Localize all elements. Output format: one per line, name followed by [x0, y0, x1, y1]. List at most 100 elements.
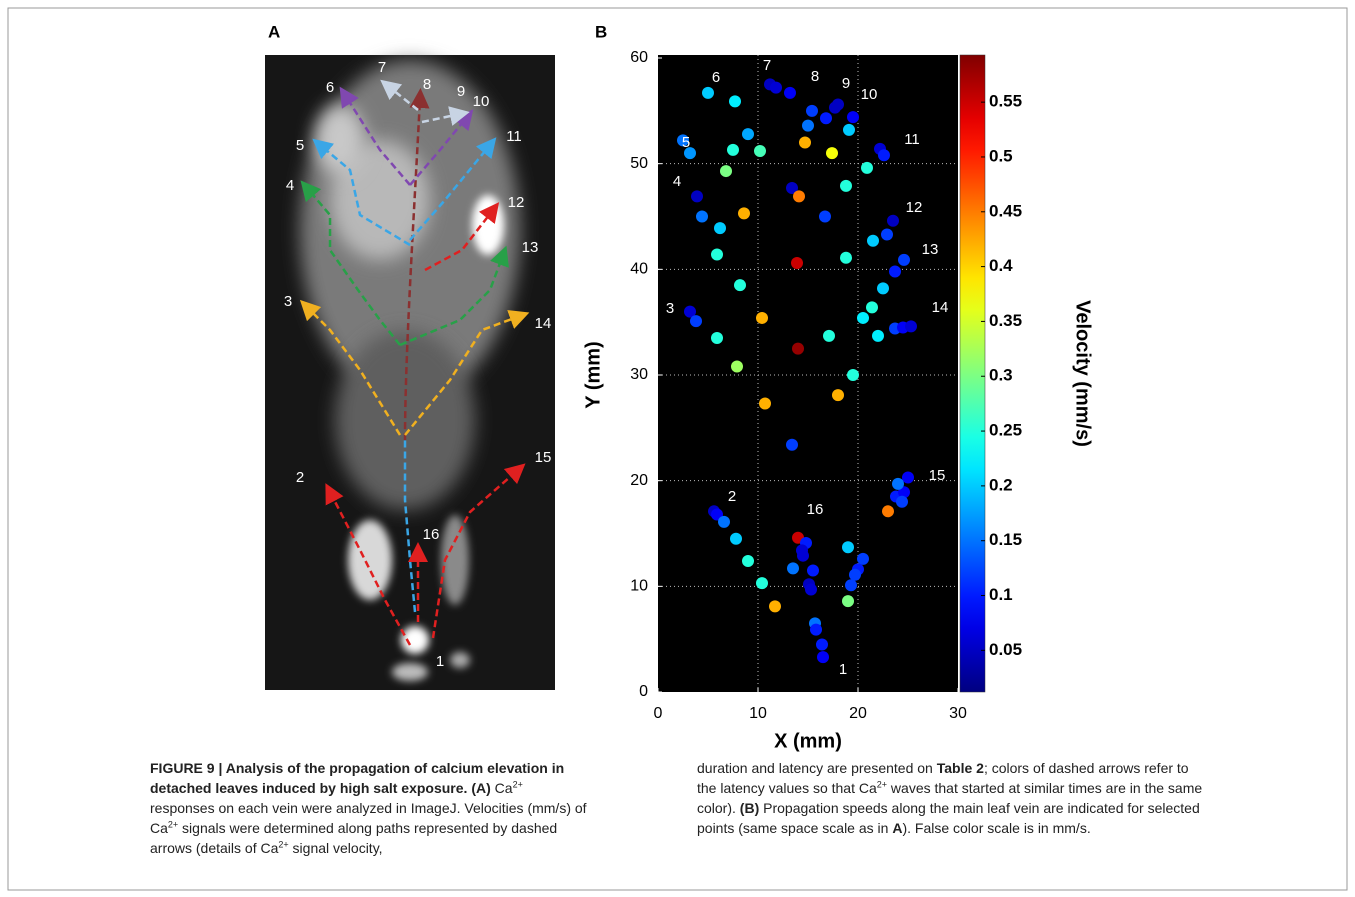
data-point	[729, 95, 741, 108]
caption-text: ; colors of dashed arrows refer to the l…	[697, 760, 1189, 796]
data-point	[905, 320, 917, 333]
data-point	[720, 165, 732, 178]
data-point	[820, 112, 832, 125]
colorbar-tick-label: 0.55	[989, 92, 1022, 111]
point-label: 12	[906, 199, 923, 216]
vein-label: 9	[457, 83, 465, 100]
data-point	[727, 143, 739, 156]
colorbar-tick-label: 0.2	[989, 475, 1013, 494]
data-point	[711, 248, 723, 261]
data-point	[878, 149, 890, 162]
caption-text: duration and latency are presented on	[697, 760, 937, 776]
vein-label: 12	[508, 194, 525, 211]
data-point	[787, 562, 799, 575]
vein-label: 10	[473, 93, 490, 110]
point-label: 11	[904, 131, 920, 148]
data-point	[832, 98, 844, 111]
x-tick-label: 10	[749, 705, 767, 722]
y-tick-label: 20	[630, 472, 648, 489]
caption-right: duration and latency are presented on Ta…	[697, 758, 1209, 838]
caption-text: 2+	[278, 839, 289, 850]
data-point	[711, 332, 723, 345]
vein-label: 11	[506, 128, 522, 145]
colorbar-tick-label: 0.05	[989, 640, 1022, 659]
point-label: 16	[807, 501, 824, 518]
data-point	[816, 638, 828, 651]
data-point	[810, 623, 822, 636]
caption-text: 2+	[876, 779, 888, 790]
data-point	[792, 342, 804, 355]
vein-label: 13	[522, 239, 539, 256]
vein-label: 15	[535, 449, 552, 466]
data-point	[847, 369, 859, 381]
caption-text: Ca	[260, 840, 279, 856]
data-point	[823, 329, 835, 342]
data-point	[805, 583, 817, 596]
data-point	[756, 311, 768, 324]
point-label: 2	[728, 488, 736, 505]
data-point	[896, 495, 908, 508]
colorbar-tick-label: 0.15	[989, 530, 1022, 549]
data-point	[799, 136, 811, 149]
y-axis-label: Y (mm)	[582, 341, 604, 408]
data-point	[898, 486, 910, 499]
y-tick-label: 60	[630, 49, 648, 66]
data-point	[759, 397, 771, 410]
colorbar-tick-label: 0.5	[989, 146, 1013, 165]
data-point	[842, 541, 854, 554]
point-label: 3	[666, 300, 674, 317]
data-point	[857, 552, 869, 565]
data-point	[802, 119, 814, 132]
data-point	[892, 477, 904, 490]
frame	[7, 7, 1348, 891]
caption-text: Propagation speeds along the main leaf v…	[697, 800, 1200, 836]
caption-text: Ca	[494, 780, 513, 796]
point-label: 6	[712, 69, 720, 86]
y-tick-label: 30	[630, 366, 648, 383]
point-label: 1	[839, 661, 847, 678]
caption-text: Table 2	[936, 760, 984, 776]
caption-left: FIGURE 9 | Analysis of the propagation o…	[150, 758, 588, 858]
data-point	[770, 81, 782, 94]
colorbar-tick-label: 0.35	[989, 311, 1022, 330]
data-point	[849, 568, 861, 581]
data-point	[784, 86, 796, 99]
data-point	[754, 144, 766, 157]
data-point	[796, 544, 808, 557]
x-tick-label: 20	[849, 705, 867, 722]
data-point	[889, 265, 901, 278]
data-point	[887, 214, 899, 227]
vein-label: 7	[378, 59, 386, 76]
vein-label: 1	[436, 653, 444, 670]
data-point	[718, 515, 730, 528]
data-point	[872, 329, 884, 342]
vein-label: 2	[296, 469, 304, 486]
data-point	[684, 305, 696, 318]
caption-text: signals were determined along paths repr…	[150, 820, 558, 856]
data-point	[742, 554, 754, 567]
data-point	[769, 600, 781, 613]
data-point	[786, 181, 798, 194]
data-point	[857, 311, 869, 324]
data-point	[847, 111, 859, 124]
data-point	[691, 190, 703, 203]
data-point	[840, 179, 852, 192]
point-label: 13	[922, 241, 939, 258]
point-label: 8	[811, 68, 819, 85]
x-tick-label: 30	[949, 705, 967, 722]
point-label: 14	[932, 299, 949, 316]
caption-text: ). False color scale is in mm/s.	[902, 820, 1091, 836]
caption-text: 2+	[512, 779, 523, 790]
data-point	[902, 471, 914, 484]
data-point	[791, 256, 803, 269]
data-point	[866, 301, 878, 314]
data-point	[861, 161, 873, 174]
data-point	[819, 210, 831, 223]
data-point	[817, 651, 829, 664]
panel-label: B	[595, 22, 607, 41]
leaf-image	[265, 55, 555, 690]
point-label: 15	[929, 467, 946, 484]
data-point	[786, 438, 798, 451]
point-label: 10	[861, 86, 878, 103]
